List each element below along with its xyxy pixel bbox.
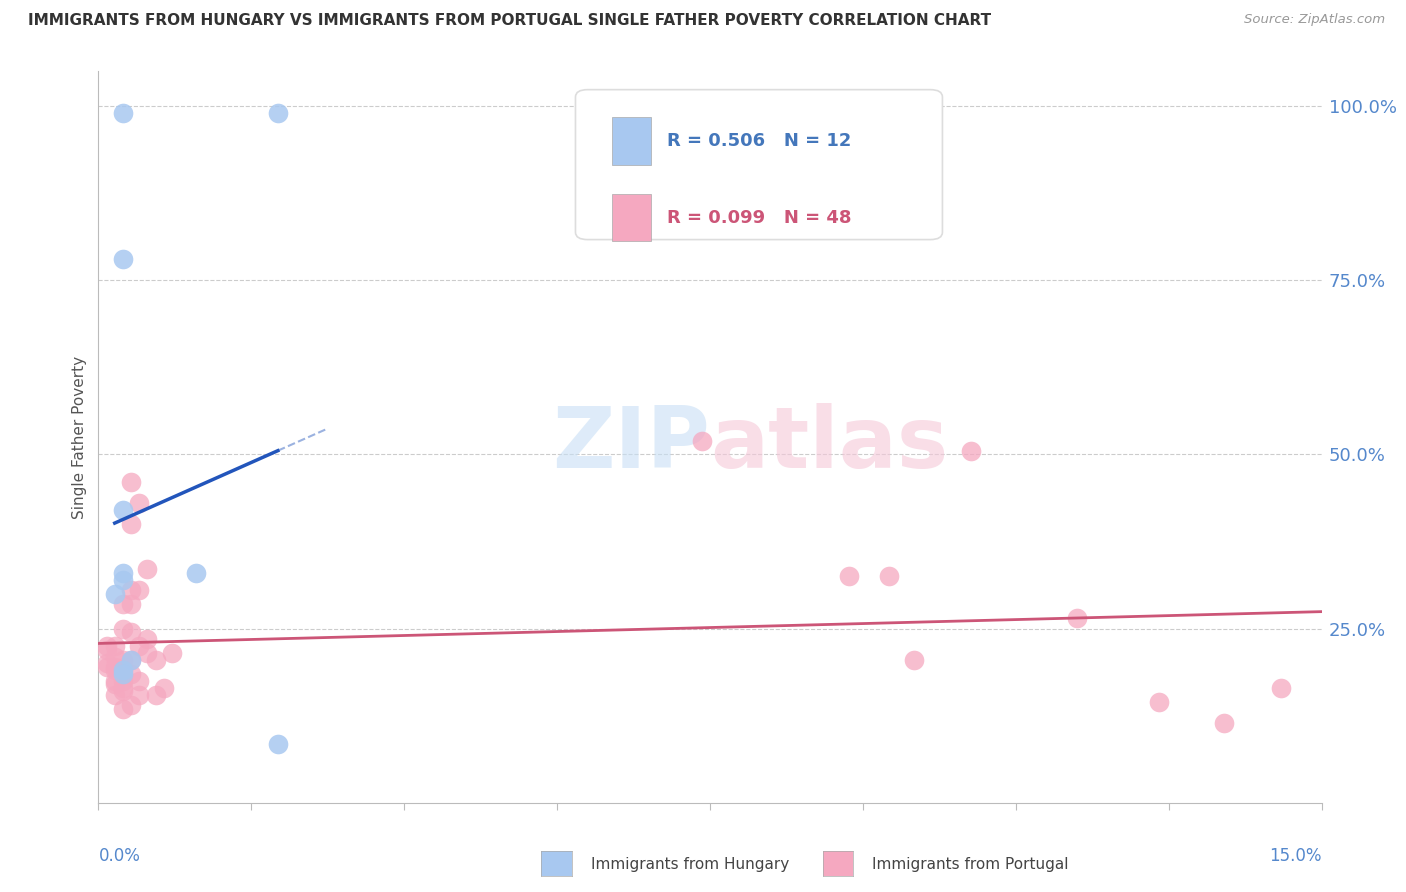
Point (120, 625, 142, 640)
Point (120, 698, 142, 713)
Point (136, 646, 159, 660)
Point (128, 496, 150, 510)
Point (104, 639, 127, 653)
Point (136, 562, 159, 576)
Point (104, 660, 127, 674)
FancyBboxPatch shape (575, 90, 942, 240)
Text: 15.0%: 15.0% (1270, 847, 1322, 864)
Text: 0.0%: 0.0% (98, 847, 141, 864)
Point (160, 646, 183, 660)
Point (838, 569, 860, 583)
Point (104, 673, 127, 688)
Text: IMMIGRANTS FROM HUNGARY VS IMMIGRANTS FROM PORTUGAL SINGLE FATHER POVERTY CORREL: IMMIGRANTS FROM HUNGARY VS IMMIGRANTS FR… (28, 13, 991, 29)
Text: Source: ZipAtlas.com: Source: ZipAtlas.com (1244, 13, 1385, 27)
Point (111, 667, 134, 681)
Point (111, 573, 134, 587)
Point (152, 681, 174, 695)
Text: Immigrants from Portugal: Immigrants from Portugal (872, 857, 1069, 872)
Point (120, 475, 142, 490)
Point (96, 642, 118, 657)
Point (128, 639, 150, 653)
Text: R = 0.099   N = 48: R = 0.099 N = 48 (668, 209, 852, 227)
Point (879, 569, 901, 583)
Point (120, 517, 142, 532)
Point (104, 677, 127, 691)
Point (136, 632, 159, 646)
Point (111, 653, 134, 667)
Bar (612, 194, 651, 242)
Point (120, 653, 142, 667)
Point (111, 673, 134, 688)
Point (145, 688, 167, 702)
Point (111, 684, 134, 698)
Point (120, 653, 142, 667)
Point (128, 583, 150, 598)
Point (1066, 611, 1088, 625)
Point (104, 688, 127, 702)
Point (267, 737, 290, 751)
Point (128, 673, 150, 688)
Point (145, 653, 167, 667)
Point (111, 667, 134, 681)
Point (111, 681, 134, 695)
Point (111, 106, 134, 120)
Point (111, 622, 134, 636)
Point (120, 583, 142, 598)
Y-axis label: Single Father Poverty: Single Father Poverty (72, 356, 87, 518)
Point (267, 106, 290, 120)
Point (960, 444, 983, 458)
Point (111, 597, 134, 611)
Point (903, 653, 925, 667)
Point (120, 667, 142, 681)
Point (111, 252, 134, 267)
Point (104, 649, 127, 664)
Point (111, 503, 134, 517)
Point (1270, 681, 1292, 695)
Point (96, 660, 118, 674)
Point (111, 702, 134, 716)
Bar (612, 117, 651, 165)
Point (120, 597, 142, 611)
Point (104, 664, 127, 678)
Text: R = 0.506   N = 12: R = 0.506 N = 12 (668, 132, 852, 150)
Point (111, 664, 134, 678)
Point (96, 657, 118, 671)
Point (128, 688, 150, 702)
Point (186, 566, 208, 580)
Point (1212, 715, 1234, 730)
Text: ZIP: ZIP (553, 403, 710, 486)
Text: atlas: atlas (710, 403, 948, 486)
Point (111, 566, 134, 580)
Point (1147, 695, 1170, 709)
Text: Immigrants from Hungary: Immigrants from Hungary (591, 857, 789, 872)
Point (96, 639, 118, 653)
Point (104, 587, 127, 601)
Point (690, 434, 713, 448)
